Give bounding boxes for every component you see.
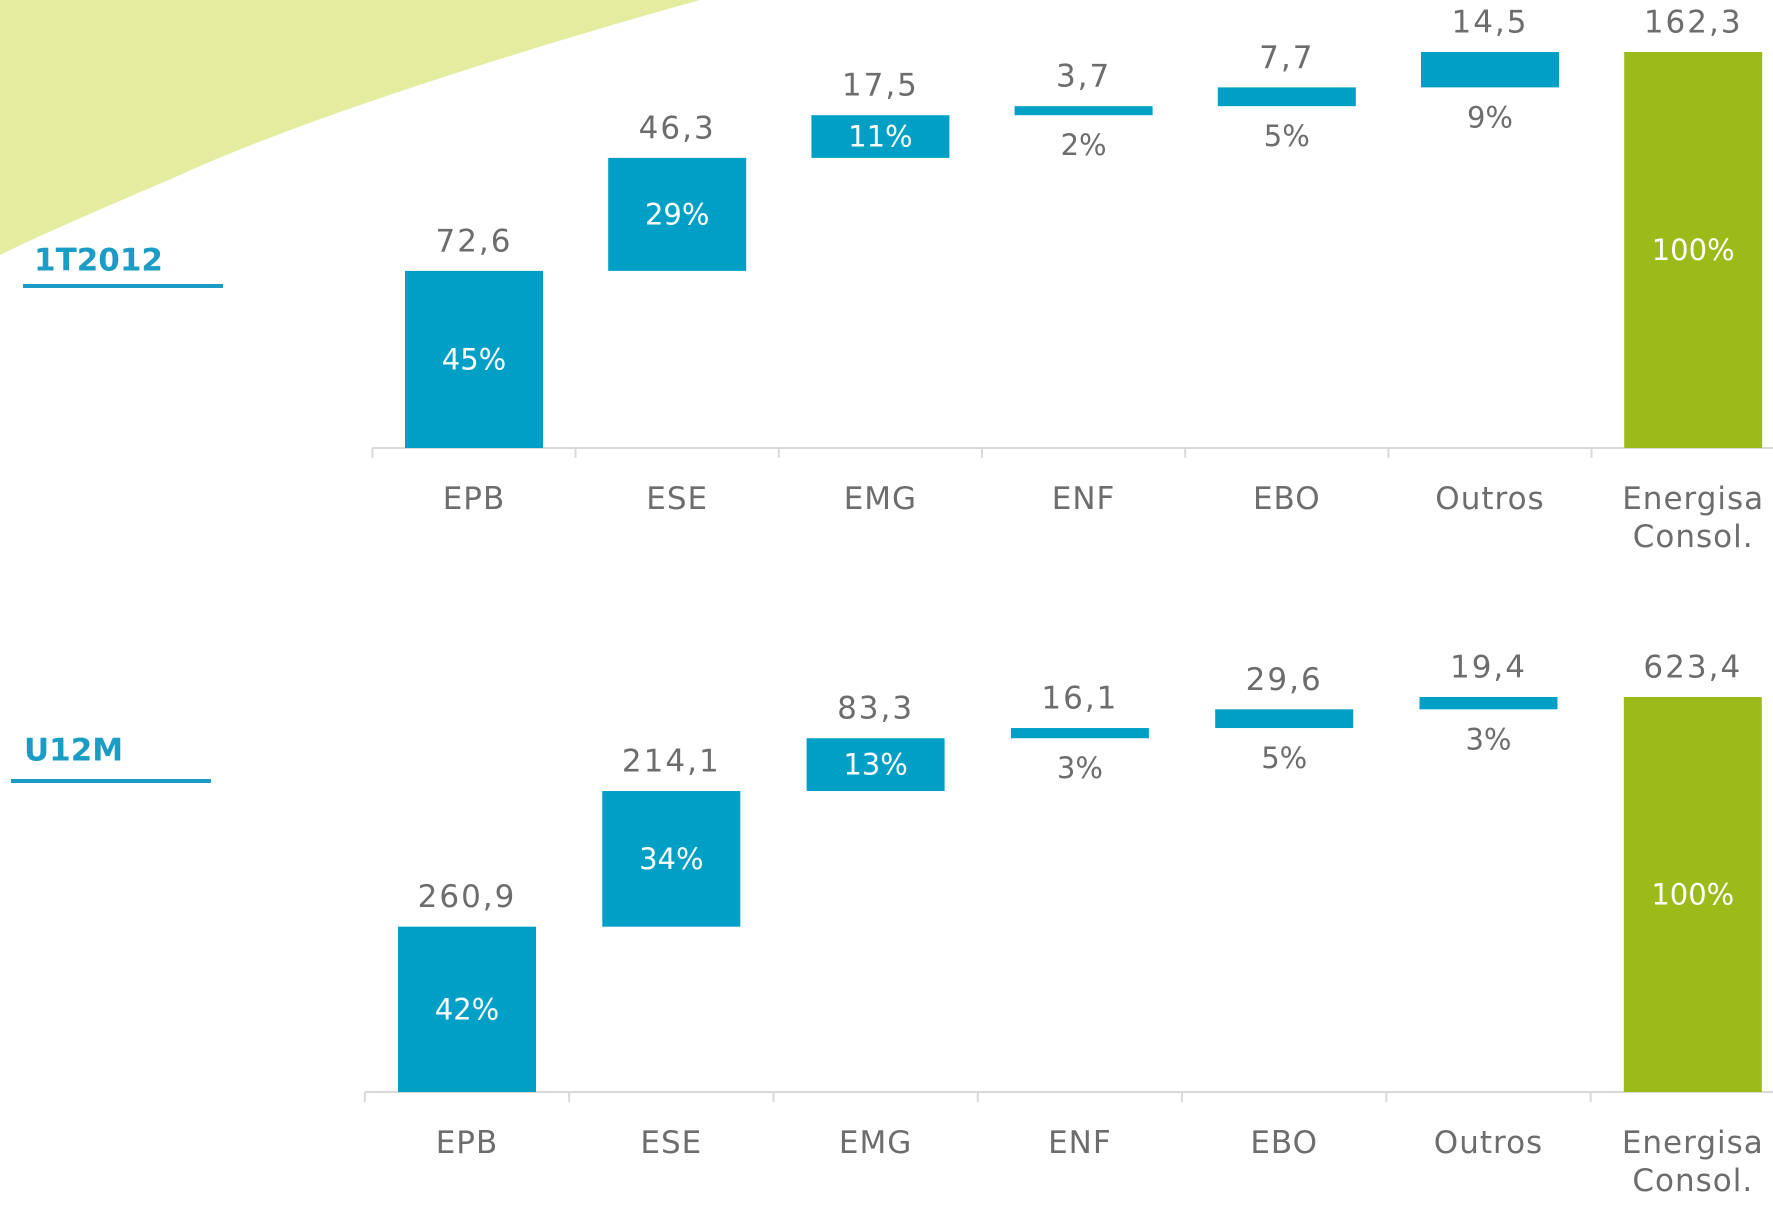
bar [811,115,950,158]
value-label: 623,4 [1643,650,1742,686]
percent-label: 29% [645,197,709,231]
decor-swoosh [0,0,700,255]
value-label: 260,9 [418,879,517,915]
bar [1215,709,1354,729]
x-tick-label: EMG [843,481,918,517]
percent-label: 45% [442,342,506,376]
value-label: 72,6 [435,223,512,259]
chart-title: 1T2012 [34,243,163,279]
x-tick-label: EBO [1252,481,1321,517]
bar [405,270,543,448]
x-tick-label: Outros [1435,481,1545,517]
bar [1421,52,1559,88]
value-label: 162,3 [1644,5,1743,41]
bar [1419,697,1558,710]
bar [1010,728,1149,739]
value-label: 19,4 [1450,650,1527,686]
bar [602,791,741,927]
x-tick-label: ESE [640,1125,703,1161]
x-tick-label: EPB [435,1125,499,1161]
value-label: 7,7 [1259,40,1314,76]
percent-label: 2% [1061,128,1107,162]
percent-label: 42% [435,992,499,1026]
percent-label: 34% [639,842,703,876]
bar [608,157,747,271]
x-tick-label: EBO [1250,1125,1319,1161]
bar [1217,87,1356,107]
value-label: 14,5 [1451,5,1528,41]
percent-label: 5% [1261,741,1307,775]
value-label: 16,1 [1041,681,1118,717]
x-tick-label: Outros [1433,1125,1544,1161]
bar [1624,52,1763,448]
value-label: 17,5 [842,68,919,104]
percent-label: 3% [1465,722,1511,756]
value-label: 3,7 [1056,59,1111,95]
percent-label: 5% [1264,119,1310,153]
x-tick-label: Energisa Consol. [1621,1125,1764,1199]
percent-label: 3% [1057,751,1103,785]
x-tick-label: Energisa Consol. [1622,481,1765,555]
bar [806,738,945,792]
chart-title: U12M [24,733,123,769]
percent-label: 100% [1651,878,1734,912]
value-label: 214,1 [622,744,721,780]
x-tick-label: EMG [838,1125,913,1161]
percent-label: 9% [1467,100,1513,134]
x-tick-label: ESE [646,481,709,517]
bar [1623,697,1762,1092]
percent-label: 100% [1652,233,1735,267]
percent-label: 13% [843,748,907,782]
x-tick-label: EPB [442,481,506,517]
value-label: 83,3 [837,691,914,727]
bar [398,926,536,1092]
value-label: 46,3 [639,110,716,146]
bar [1014,106,1153,116]
x-tick-label: ENF [1048,1125,1112,1161]
x-tick-label: ENF [1051,481,1116,517]
value-label: 29,6 [1246,662,1323,698]
percent-label: 11% [848,120,912,154]
